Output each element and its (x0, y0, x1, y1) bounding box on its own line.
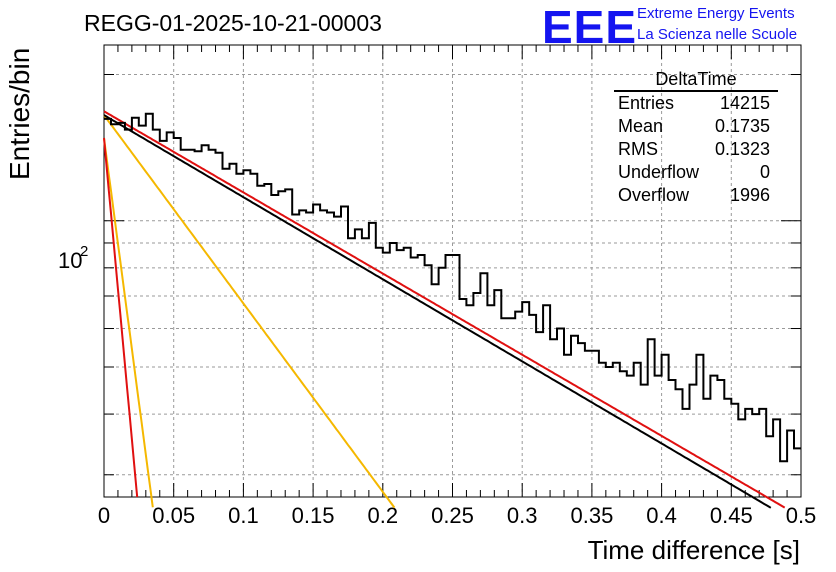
stats-title: DeltaTime (614, 68, 778, 92)
stats-label: Overflow (618, 185, 690, 205)
stats-row-underflow: Underflow 0 (610, 161, 778, 184)
x-tick-label: 0.05 (152, 503, 195, 528)
stats-box: DeltaTime Entries 14215 Mean 0.1735 RMS … (610, 68, 778, 207)
grid (104, 45, 801, 497)
x-tick-label: 0.35 (570, 503, 613, 528)
y-tick-label-base: 10 (58, 248, 82, 273)
stats-row-entries: Entries 14215 (610, 92, 778, 115)
stats-row-overflow: Overflow 1996 (610, 184, 778, 207)
stats-label: Entries (618, 93, 675, 113)
x-tick-label: 0 (98, 503, 110, 528)
x-tick-label: 0.3 (507, 503, 538, 528)
stats-value: 14215 (719, 93, 770, 113)
stats-value: 0.1323 (714, 139, 770, 159)
stats-label: Mean (618, 116, 664, 136)
stats-value: 0.1735 (714, 116, 770, 136)
stats-row-rms: RMS 0.1323 (610, 138, 778, 161)
x-tick-label: 0.1 (228, 503, 259, 528)
x-axis-label: Time difference [s] (587, 535, 800, 565)
eee-logo: EEE (542, 1, 638, 53)
fit-curve-red-fit (103, 110, 786, 509)
fit-curve-total-fit (103, 114, 772, 509)
stats-value: 0 (759, 162, 770, 182)
x-tick-labels: 0 0.05 0.1 0.15 0.2 0.25 0.3 0.35 0.4 0.45 0.5 (98, 503, 816, 528)
x-tick-label: 0.25 (431, 503, 474, 528)
x-tick-label: 0.45 (710, 503, 753, 528)
x-tick-label: 0.4 (646, 503, 677, 528)
fit-curves (103, 110, 786, 509)
x-tick-label: 0.5 (786, 503, 817, 528)
stats-label: RMS (618, 139, 658, 159)
stats-value: 1996 (729, 185, 770, 205)
logo-subtitle: Extreme Energy Events La Scienza nelle S… (637, 3, 797, 45)
y-tick-label-exp: 2 (80, 243, 88, 260)
stats-row-mean: Mean 0.1735 (610, 115, 778, 138)
logo-line-2: La Scienza nelle Scuole (637, 26, 798, 43)
histogram-line (104, 112, 801, 463)
fit-curve-fast-component-red (103, 137, 139, 498)
y-axis-label: Entries/bin (4, 47, 35, 180)
stats-label: Underflow (618, 162, 700, 182)
logo-line-1: Extreme Energy Events (637, 5, 795, 22)
fit-curve-fast-component-orange (103, 137, 154, 508)
chart-title: REGG-01-2025-10-21-00003 (84, 10, 382, 36)
fit-curve-medium-component-orange (103, 114, 396, 509)
x-tick-label: 0.15 (292, 503, 335, 528)
axis-ticks (103, 45, 802, 497)
